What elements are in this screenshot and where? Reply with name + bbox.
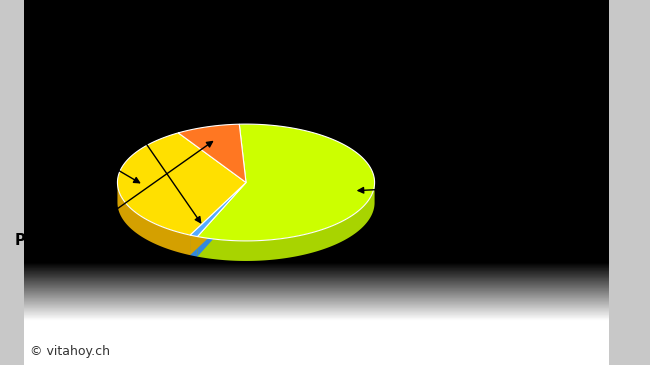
Polygon shape bbox=[118, 183, 190, 255]
Text: Distribution de calories: Crème d'Or Jamaica (Migros): Distribution de calories: Crème d'Or Jam… bbox=[30, 15, 570, 33]
Polygon shape bbox=[198, 124, 374, 241]
Text: Fibres 1 %: Fibres 1 % bbox=[72, 91, 201, 223]
Polygon shape bbox=[190, 182, 246, 255]
Polygon shape bbox=[198, 182, 246, 257]
Text: Protéines 8 %: Protéines 8 % bbox=[14, 142, 213, 249]
Polygon shape bbox=[190, 182, 246, 255]
Polygon shape bbox=[190, 182, 246, 237]
Polygon shape bbox=[198, 182, 374, 261]
Polygon shape bbox=[178, 124, 246, 182]
Polygon shape bbox=[198, 182, 246, 257]
Polygon shape bbox=[118, 133, 246, 235]
Text: © vitahoy.ch: © vitahoy.ch bbox=[30, 345, 110, 358]
Polygon shape bbox=[190, 235, 198, 257]
Text: Lipides 34 %: Lipides 34 % bbox=[25, 138, 140, 183]
Text: Glucides 57 %: Glucides 57 % bbox=[358, 175, 578, 193]
